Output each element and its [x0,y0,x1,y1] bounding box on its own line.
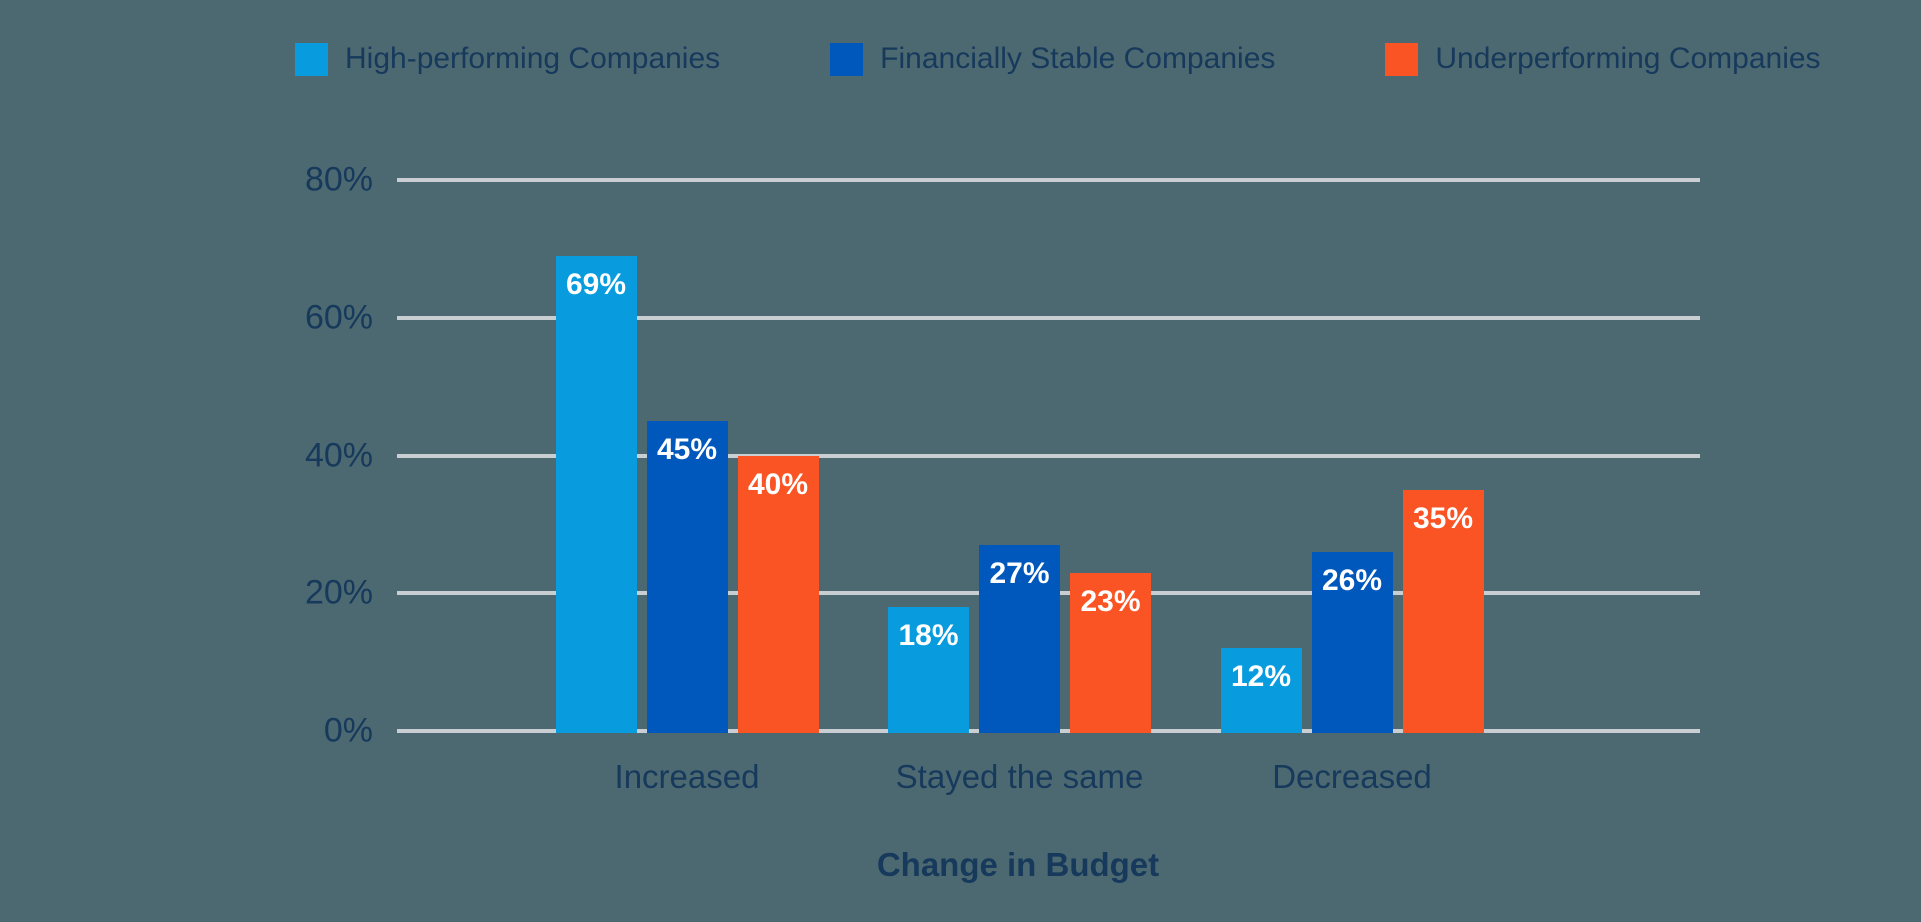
x-axis-label-increased: Increased [614,758,760,795]
bar-decreased-high-performing-companies: 12% [1220,648,1302,733]
y-axis-tick-0: 0% [323,711,373,750]
bar-increased-financially-stable-companies: 45% [646,421,728,733]
bar-value-label: 23% [1080,584,1141,618]
bar-value-label: 12% [1230,660,1292,694]
legend-swatch-underperforming-companies [1385,42,1419,76]
bar-stayed-the-same-financially-stable-companies: 27% [979,545,1060,733]
gridline-80 [397,178,1700,182]
y-axis-tick-20: 20% [304,573,373,612]
bar-group-stayed-the-same: 18% 27% 23% [888,545,1151,733]
bar-value-label: 18% [898,619,959,653]
legend-label: Financially Stable Companies [880,42,1276,75]
bar-stayed-the-same-high-performing-companies: 18% [888,607,969,733]
bar-value-label: 45% [656,433,718,467]
legend-label: High-performing Companies [345,42,721,75]
plot-area: 69% 45% 40% Increased 18% 27% 23% Stayed the sa… [397,178,1700,795]
legend-item-financially-stable-companies: Financially Stable Companies [830,42,1275,76]
legend-item-underperforming-companies: Underperforming Companies [1385,42,1821,76]
bar-value-label: 26% [1321,563,1383,597]
bar-value-label: 27% [989,557,1050,591]
y-axis-tick-80: 80% [304,160,373,199]
bar-group-decreased: 12% 26% 35% [1220,489,1484,733]
gridline-60 [397,315,1700,320]
bar-increased-high-performing-companies: 69% [555,255,637,733]
bar-group-increased: 69% 45% 40% [555,255,819,733]
legend-swatch-financially-stable-companies [830,42,864,76]
legend-swatch-high-performing-companies [295,42,328,76]
y-axis-tick-40: 40% [304,436,373,474]
bar-increased-underperforming-companies: 40% [737,455,819,733]
x-axis-title: Change in Budget [876,846,1160,883]
x-axis-label-stayed-the-same: Stayed the same [895,758,1144,795]
x-axis-label-decreased: Decreased [1272,758,1432,795]
legend-item-high-performing-companies: High-performing Companies [295,42,720,76]
legend-label: Underperforming Companies [1435,42,1821,75]
bar-value-label: 40% [747,467,809,501]
bar-value-label: 35% [1412,501,1474,535]
gridline-40 [397,453,1700,458]
bar-value-label: 69% [565,267,627,301]
bar-decreased-financially-stable-companies: 26% [1311,551,1393,733]
y-axis-tick-60: 60% [304,298,373,337]
y-axis: 80% 60% 40% 20% 0% [0,161,373,750]
legend: High-performing Companies Financially Sta… [295,42,1821,76]
bar-decreased-underperforming-companies: 35% [1402,489,1484,733]
bar-stayed-the-same-underperforming-companies: 23% [1070,572,1151,733]
